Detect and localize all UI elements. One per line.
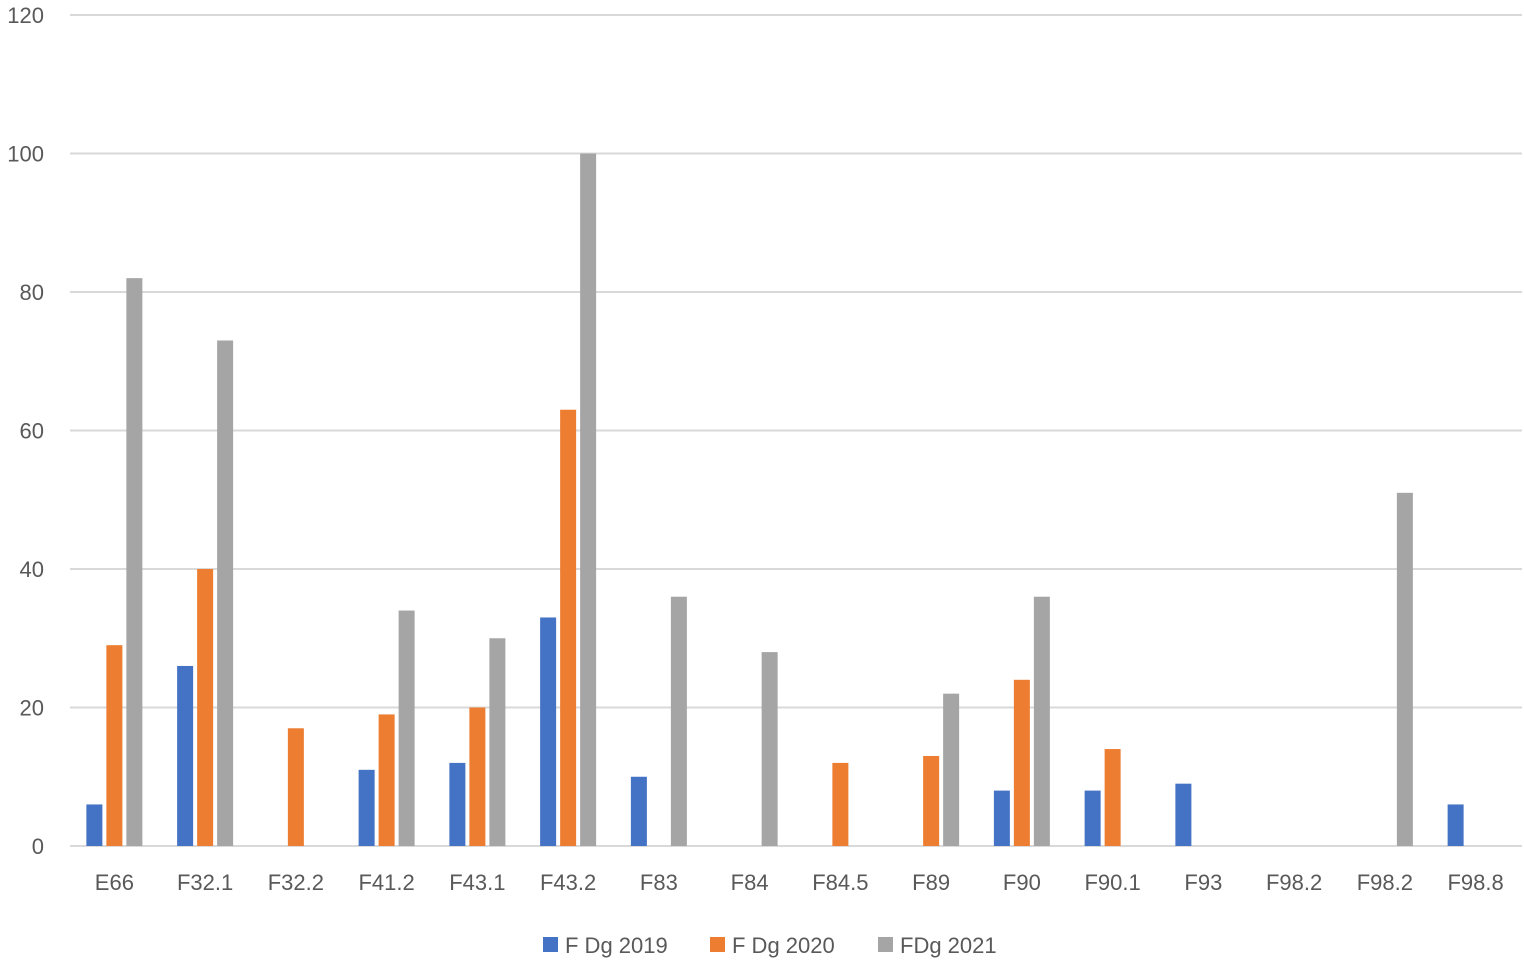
legend-label-0: F Dg 2019 — [565, 933, 668, 958]
bar-F89-series-1 — [923, 755, 940, 846]
bar-F43-2-series-2 — [580, 153, 597, 846]
x-tick-label: F83 — [640, 870, 678, 895]
bar-F41-2-series-0 — [358, 769, 375, 846]
gridlines — [70, 14, 1522, 847]
legend-label-1: F Dg 2020 — [732, 933, 835, 958]
bar-F32-1-series-1 — [197, 569, 214, 846]
y-tick-label: 20 — [20, 696, 44, 721]
bar-F90-series-0 — [993, 790, 1010, 846]
bar-E66-series-0 — [86, 804, 103, 846]
legend: F Dg 2019 F Dg 2020 FDg 2021 — [543, 933, 997, 958]
x-tick-label: F43.1 — [449, 870, 505, 895]
bar-F84-5-series-1 — [832, 762, 849, 846]
bar-F98-8-series-0 — [1447, 804, 1464, 846]
x-tick-label: F93 — [1184, 870, 1222, 895]
x-axis-ticks: E66 F32.1 F32.2 F41.2 F43.1 F43.2 F83 F84 F84.5 F… — [95, 870, 1504, 895]
legend-swatch-0 — [543, 937, 558, 952]
bar-F90-series-1 — [1013, 679, 1030, 846]
x-tick-label: F90.1 — [1084, 870, 1140, 895]
bar-F32-1-series-2 — [217, 340, 234, 846]
legend-label-2: FDg 2021 — [900, 933, 997, 958]
x-tick-label: F89 — [912, 870, 950, 895]
bar-F84-series-2 — [761, 652, 778, 846]
bar-E66-series-1 — [106, 645, 123, 846]
bar-E66-series-2 — [126, 278, 143, 846]
y-tick-label: 0 — [32, 834, 44, 859]
y-tick-label: 60 — [20, 419, 44, 444]
bar-F32-2-series-1 — [287, 728, 304, 846]
bars — [86, 153, 1464, 846]
y-tick-label: 40 — [20, 557, 44, 582]
x-tick-label: F41.2 — [358, 870, 414, 895]
bar-F90-1-series-0 — [1084, 790, 1101, 846]
legend-swatch-2 — [878, 937, 893, 952]
bar-F41-2-series-2 — [398, 610, 415, 846]
bar-F32-1-series-0 — [177, 665, 194, 846]
bar-F43-1-series-0 — [449, 762, 466, 846]
y-axis-ticks: 0 20 40 60 80 100 120 — [7, 3, 44, 859]
bar-F98-2-series-2 — [1396, 492, 1413, 846]
bar-F89-series-2 — [943, 693, 960, 846]
x-tick-label: F32.2 — [268, 870, 324, 895]
x-tick-label: F84.5 — [812, 870, 868, 895]
legend-swatch-1 — [710, 937, 725, 952]
x-tick-label: F84 — [731, 870, 769, 895]
x-tick-label: E66 — [95, 870, 134, 895]
x-tick-label: F98.2 — [1357, 870, 1413, 895]
x-tick-label: F98.8 — [1447, 870, 1503, 895]
bar-F43-2-series-1 — [560, 409, 577, 846]
bar-F43-1-series-1 — [469, 707, 486, 846]
x-tick-label: F43.2 — [540, 870, 596, 895]
y-tick-label: 120 — [7, 3, 44, 28]
bar-F83-series-0 — [630, 776, 647, 846]
x-tick-label: F32.1 — [177, 870, 233, 895]
bar-F83-series-2 — [670, 596, 687, 846]
bar-F90-series-2 — [1033, 596, 1050, 846]
bar-F93-series-0 — [1175, 783, 1192, 846]
x-tick-label: F90 — [1003, 870, 1041, 895]
y-tick-label: 100 — [7, 142, 44, 167]
y-tick-label: 80 — [20, 280, 44, 305]
bar-F41-2-series-1 — [378, 714, 395, 846]
x-tick-label: F98.2 — [1266, 870, 1322, 895]
bar-F43-2-series-0 — [540, 617, 557, 846]
bar-F90-1-series-1 — [1104, 749, 1121, 846]
bar-F43-1-series-2 — [489, 638, 506, 846]
